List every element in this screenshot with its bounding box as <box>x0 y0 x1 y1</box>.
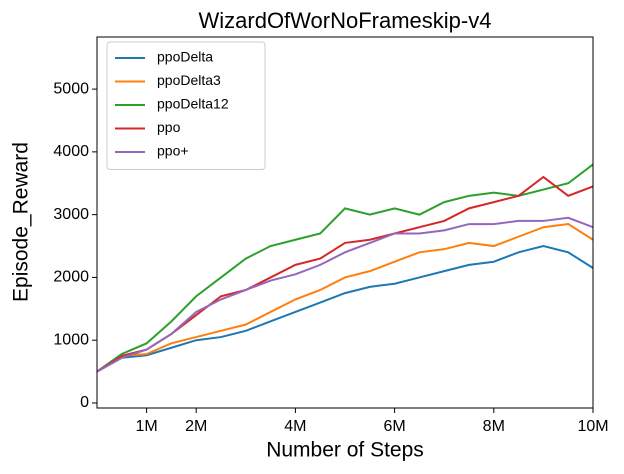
chart-title: WizardOfWorNoFrameskip-v4 <box>199 8 492 33</box>
series-line <box>96 216 594 373</box>
y-tick-label: 3000 <box>53 206 89 223</box>
y-tick-label: 4000 <box>53 143 89 160</box>
legend-label: ppo+ <box>157 143 189 159</box>
y-tick-label: 5000 <box>53 80 89 97</box>
y-tick-label: 0 <box>80 394 89 411</box>
series-line <box>96 163 594 373</box>
x-tick-label: 6M <box>383 418 405 435</box>
series-line <box>96 245 594 373</box>
legend-label: ppoDelta <box>157 49 213 65</box>
plot-frame <box>96 36 594 409</box>
y-axis-label: Episode_Reward <box>10 142 33 302</box>
legend-label: ppoDelta3 <box>157 72 221 88</box>
x-axis-label: Number of Steps <box>266 439 424 462</box>
legend-label: ppoDelta12 <box>157 96 229 112</box>
legend-label: ppo <box>157 119 181 135</box>
x-tick-label: 8M <box>483 418 505 435</box>
series-line <box>96 223 594 373</box>
x-tick-label: 4M <box>284 418 306 435</box>
x-tick-label: 10M <box>577 418 608 435</box>
x-tick-label: 1M <box>135 418 157 435</box>
y-tick-label: 1000 <box>53 331 89 348</box>
legend-box <box>106 41 266 170</box>
x-tick-label: 2M <box>185 418 207 435</box>
y-tick-label: 2000 <box>53 269 89 286</box>
